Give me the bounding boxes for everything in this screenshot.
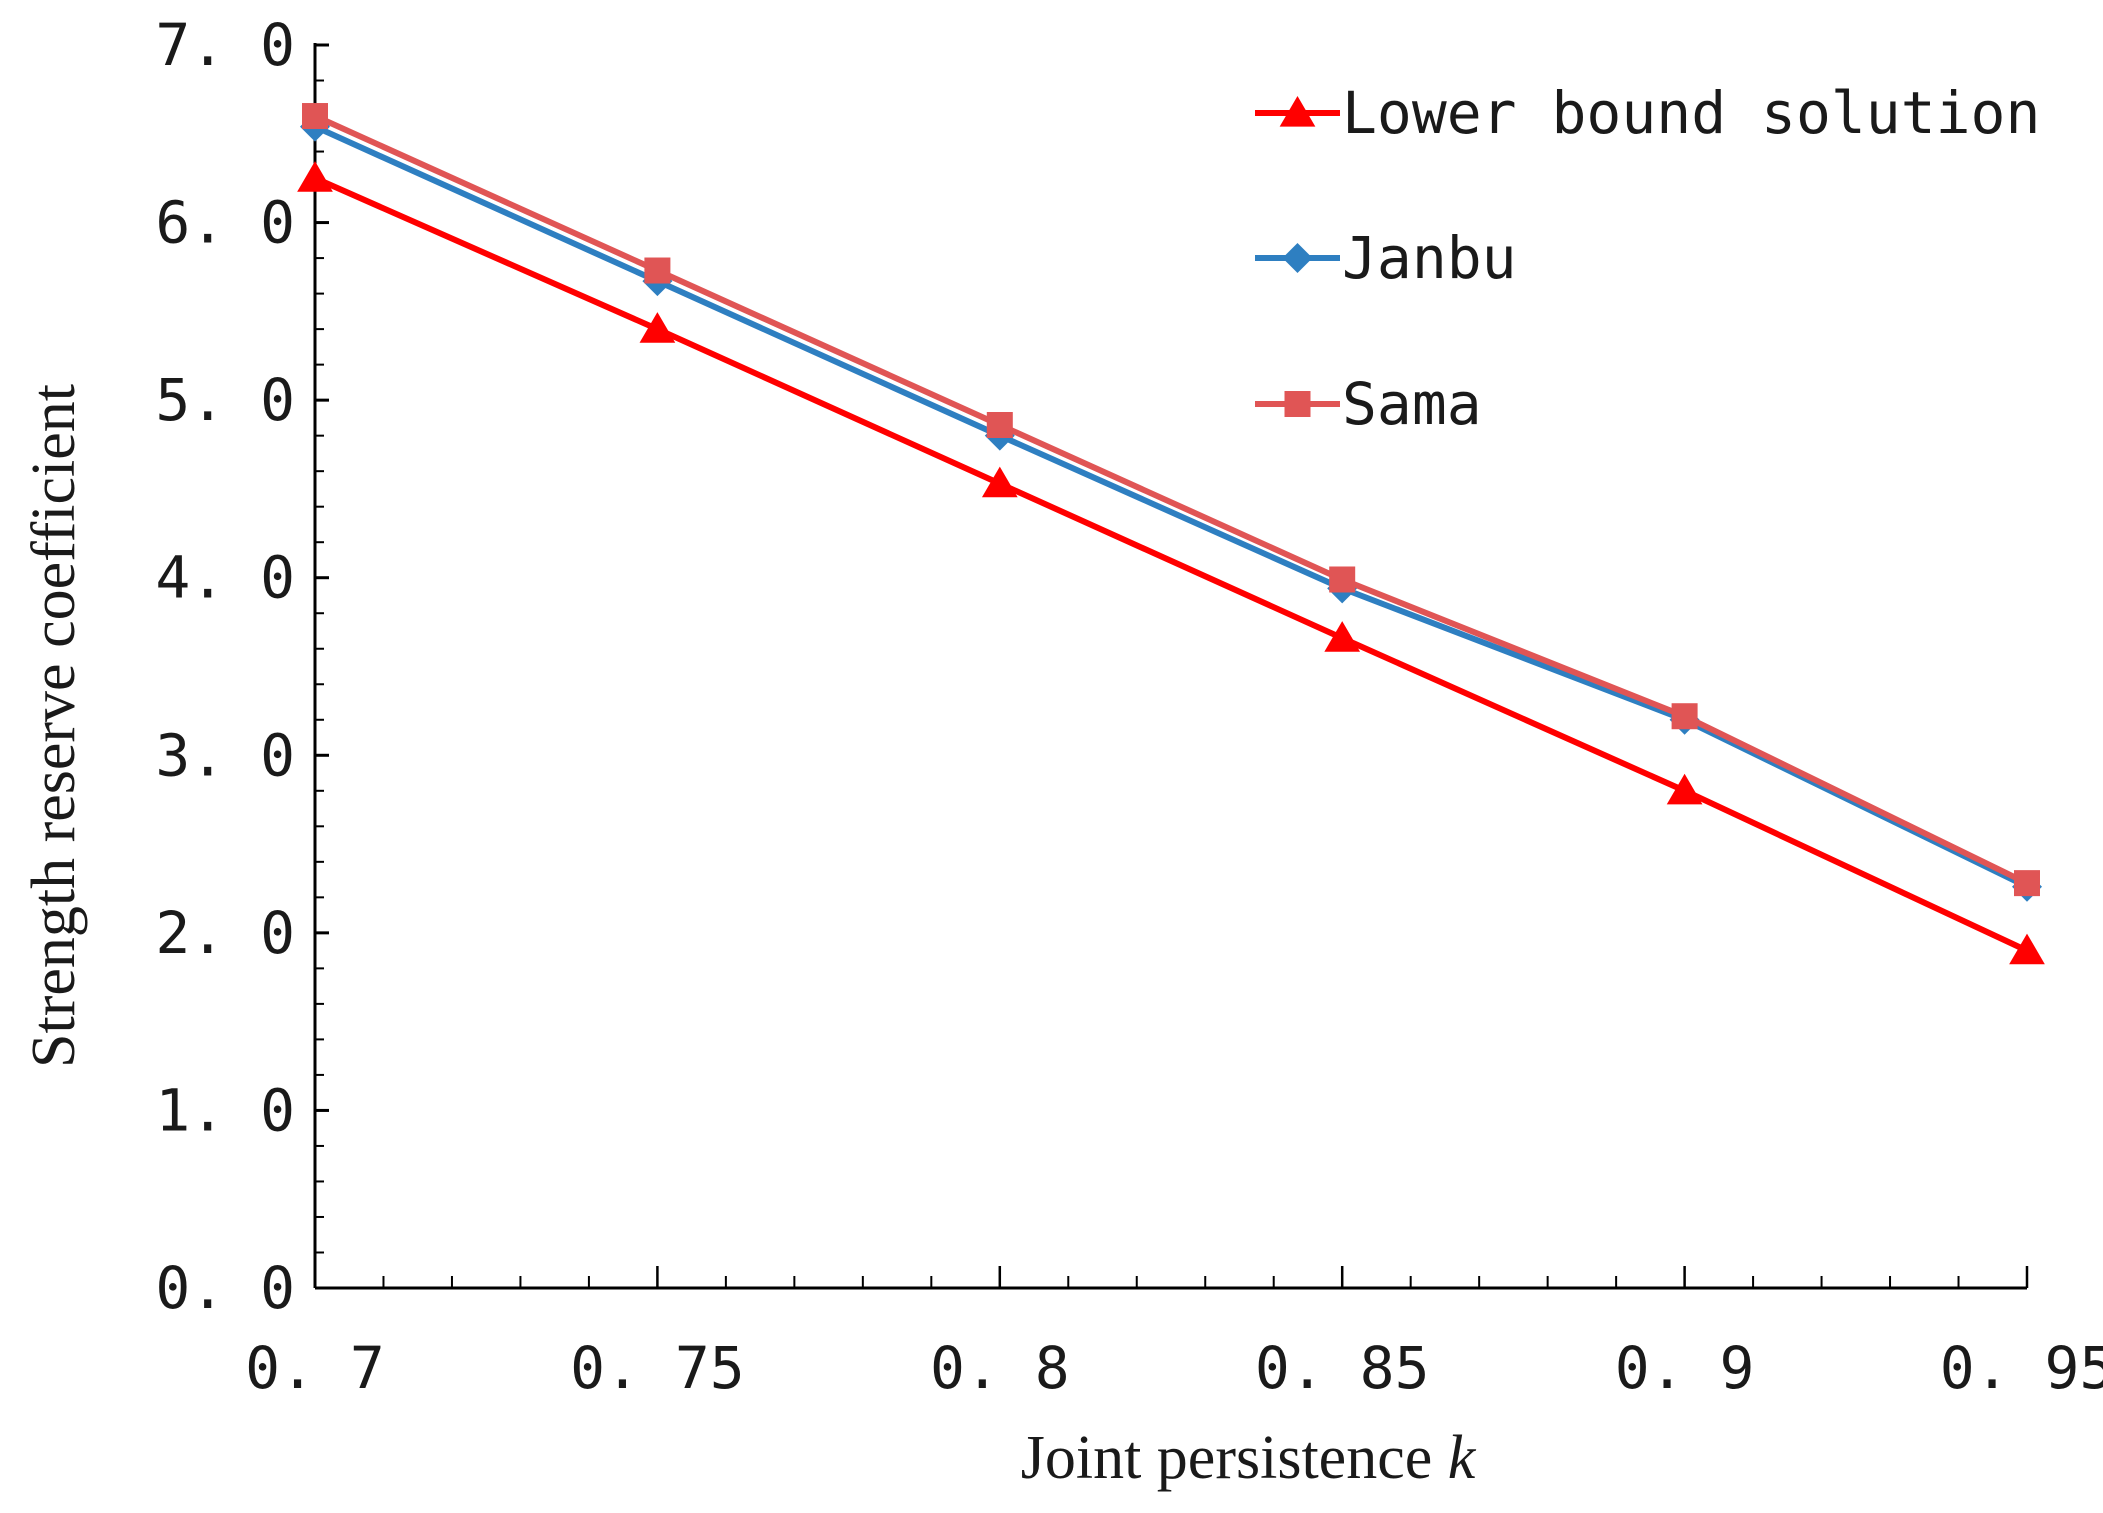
y-tick-label: 2. 0 [155,899,295,967]
x-axis-title: Joint persistence k [1021,1424,1477,1492]
series-sama [302,103,2040,897]
data-point [644,257,671,284]
data-point [639,312,676,343]
legend: Lower bound solution Janbu Sama [1255,79,2040,438]
x-tick-label: 0. 7 [245,1334,385,1402]
series-line [313,175,2029,954]
legend-entry: Sama [1255,370,1482,438]
legend-label: Sama [1342,370,1482,438]
y-tick-label: 5. 0 [155,366,295,434]
x-tick-label: 0. 95 [1940,1334,2103,1402]
data-point [2014,870,2040,897]
y-tick-label: 7. 0 [155,11,295,79]
legend-swatch-marker [1279,96,1316,127]
x-tick-label: 0. 85 [1255,1334,1430,1402]
data-point [1324,621,1361,652]
data-point [297,161,333,192]
axes [313,43,2027,1290]
x-tick-label: 0. 75 [570,1334,745,1402]
tick-layer: 0. 0 1. 0 2. 0 3. 0 4. 0 5. 0 6. 0 7. 0 0. 7 0. 7… [155,11,2103,1402]
data-point [981,466,1018,498]
data-point [1666,773,1703,805]
legend-swatch-marker [1284,391,1311,417]
y-tick-label: 4. 0 [155,544,295,612]
legend-label: Janbu [1342,224,1517,292]
x-tick-label: 0. 8 [930,1334,1070,1402]
legend-entry: Janbu [1255,224,1517,292]
data-point [986,412,1013,439]
legend-swatch-marker [1282,243,1313,273]
x-tick-label: 0. 9 [1615,1334,1755,1402]
y-tick-label: 3. 0 [155,721,295,789]
y-tick-label: 0. 0 [155,1254,295,1322]
series-line [313,113,2029,886]
y-axis-title: Strength reserve coefficient [20,384,88,1068]
data-point [1329,566,1356,593]
y-tick-label: 6. 0 [155,189,295,257]
data-point [2009,933,2045,965]
data-point [1671,703,1698,730]
series-lower-bound-solution [297,161,2045,965]
y-tick-label: 1. 0 [155,1076,295,1144]
legend-entry: Lower bound solution [1255,79,2040,147]
legend-label: Lower bound solution [1342,79,2040,147]
data-point [302,103,328,130]
series-line [313,123,2029,890]
axis-labels: Joint persistence k Strength reserve coe… [20,384,1477,1492]
series-layer [297,103,2045,965]
